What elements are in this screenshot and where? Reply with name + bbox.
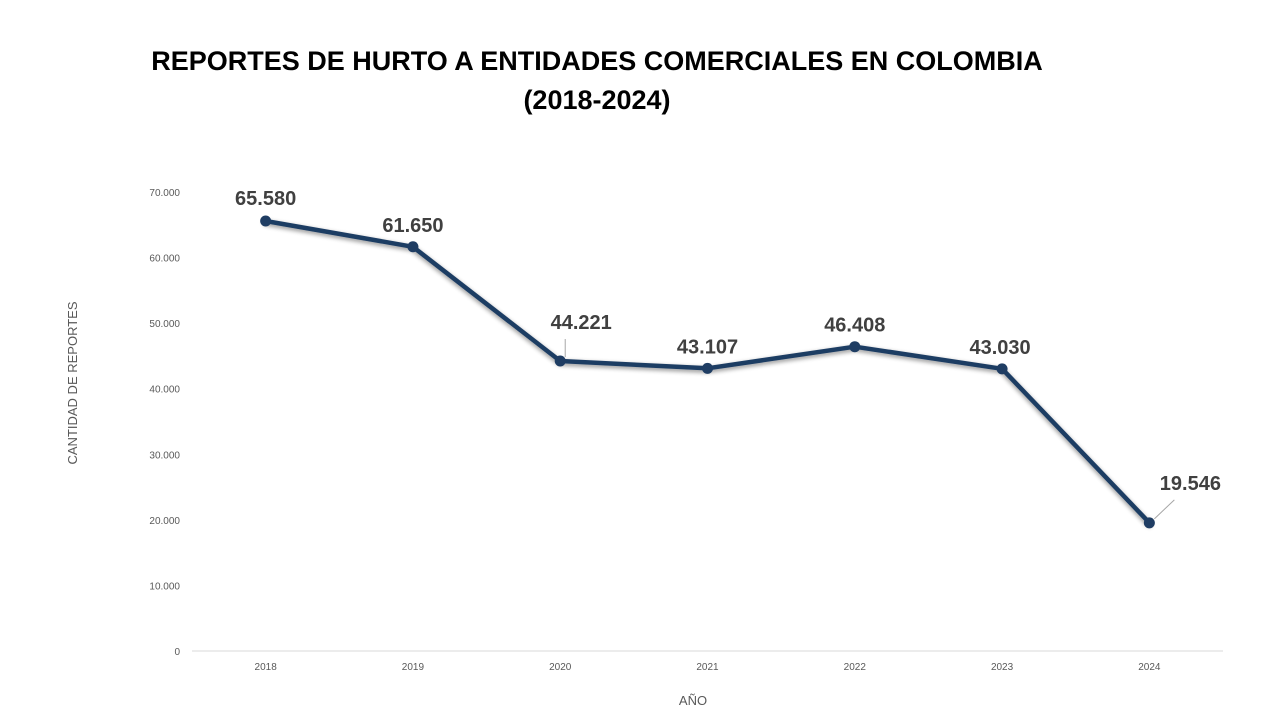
data-label: 43.030 xyxy=(969,337,1030,359)
data-point xyxy=(849,341,861,353)
data-label: 65.580 xyxy=(235,188,296,210)
y-tick-label: 70.000 xyxy=(149,188,180,199)
data-point xyxy=(702,362,713,374)
data-point xyxy=(1143,517,1155,529)
data-point xyxy=(996,363,1008,375)
x-tick-label: 2020 xyxy=(549,662,572,673)
data-label: 61.650 xyxy=(382,215,443,237)
data-label: 43.107 xyxy=(677,336,738,358)
x-tick-label: 2021 xyxy=(696,662,719,673)
y-axis-ticks: 0 10.000 20.000 30.000 40.000 50.000 60.000 70.… xyxy=(149,188,180,658)
data-point xyxy=(260,215,272,227)
chart-subtitle: (2018-2024) xyxy=(523,85,670,115)
data-point xyxy=(407,241,419,253)
data-label: 46.408 xyxy=(824,315,885,337)
y-axis-title: CANTIDAD DE REPORTES xyxy=(65,301,80,464)
data-points xyxy=(260,215,1155,529)
chart-title: REPORTES DE HURTO A ENTIDADES COMERCIALE… xyxy=(151,46,1043,76)
data-point xyxy=(554,355,566,367)
y-tick-label: 0 xyxy=(174,647,180,658)
x-tick-label: 2018 xyxy=(255,662,278,673)
y-tick-label: 60.000 xyxy=(149,254,180,265)
data-label-leader xyxy=(1154,499,1175,520)
y-tick-label: 30.000 xyxy=(149,450,180,461)
data-labels: 65.580 61.650 44.221 43.107 46.408 43.030 19.5… xyxy=(235,188,1221,495)
x-tick-label: 2019 xyxy=(402,662,425,673)
x-tick-label: 2022 xyxy=(844,662,867,673)
x-axis-title: AÑO xyxy=(679,693,707,708)
data-label: 44.221 xyxy=(551,312,612,334)
y-tick-label: 10.000 xyxy=(149,581,180,592)
y-tick-label: 50.000 xyxy=(149,319,180,330)
y-tick-label: 20.000 xyxy=(149,516,180,527)
x-tick-label: 2024 xyxy=(1138,662,1161,673)
x-tick-label: 2023 xyxy=(991,662,1014,673)
x-axis-ticks: 2018 2019 2020 2021 2022 2023 2024 xyxy=(255,662,1161,673)
y-tick-label: 40.000 xyxy=(149,385,180,396)
data-label: 19.546 xyxy=(1160,473,1221,495)
leader-lines xyxy=(564,339,1175,520)
